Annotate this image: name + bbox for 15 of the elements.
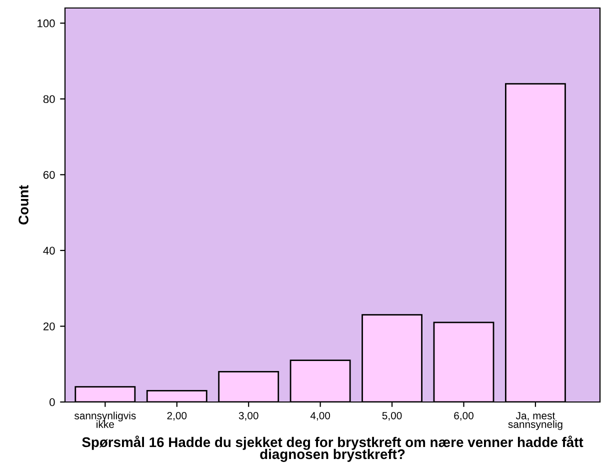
x-tick-label: 5,00 [382,412,402,421]
y-tick-label: 40 [43,246,55,255]
x-tick-label: Ja, mest sannsynelig [508,412,562,430]
y-tick-label: 20 [43,322,55,330]
y-tick-label: 0 [50,398,55,406]
x-tick-label: sannsynligvis ikke [74,412,136,428]
x-axis-title: Spørsmål 16 Hadde du sjekket deg for brystkreft om nære venner hadde fått diagnosen brystkreft? [82,436,584,462]
y-tick-label: 100 [38,19,55,28]
y-tick-label: 60 [43,170,55,179]
x-tick-label: 3,00 [238,412,258,421]
x-tick-label: 4,00 [310,412,330,421]
x-tick-label: 6,00 [454,412,474,421]
y-tick-label: 80 [43,95,55,104]
x-tick-label: 2,00 [167,412,187,421]
y-axis-title: Count [18,185,28,224]
